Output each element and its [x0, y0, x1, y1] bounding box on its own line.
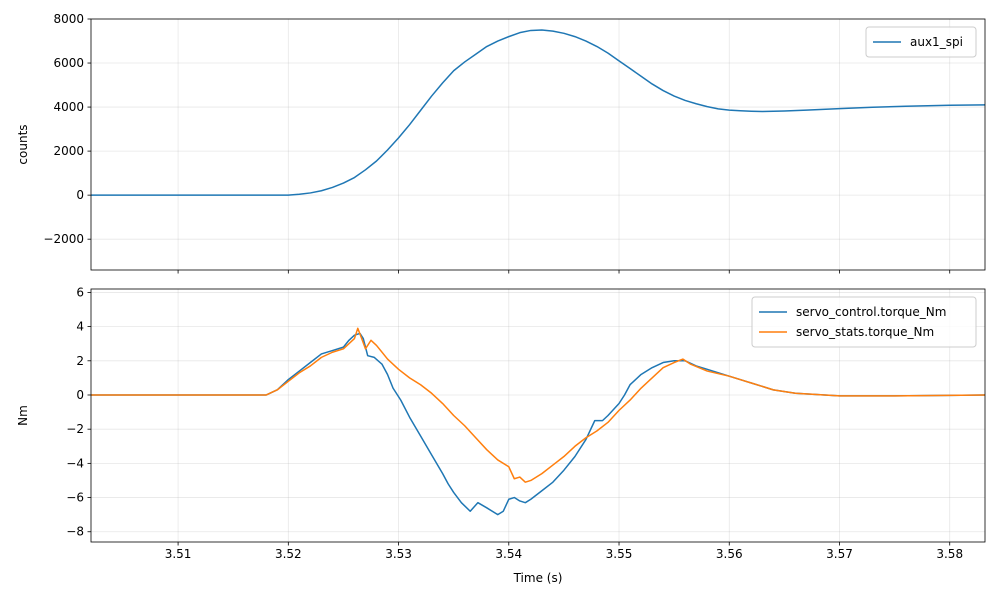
y-axis-label: Nm: [16, 405, 30, 426]
series-line-servo_control.torque_Nm: [91, 332, 985, 516]
y-tick-label: 4: [76, 320, 84, 334]
y-tick-label: 0: [76, 388, 84, 402]
legend-box: [751, 296, 977, 348]
y-axis-label: counts: [16, 124, 30, 164]
axes-frame: [90, 288, 986, 543]
y-tick-label: −6: [66, 491, 84, 505]
legend-entry: servo_stats.torque_Nm: [796, 325, 934, 339]
axes-frame: [90, 18, 986, 271]
x-tick-label: 3.51: [165, 547, 192, 561]
legend: servo_control.torque_Nm servo_stats.torqu…: [751, 296, 977, 348]
series-line-aux1_spi: [91, 29, 985, 196]
x-tick-label: 3.58: [936, 547, 963, 561]
series-line-servo_stats.torque_Nm: [91, 327, 985, 483]
legend-box: [865, 26, 977, 58]
panel-1: −2000 0 2000 4000 6000 8000 counts aux1_spi: [16, 12, 986, 274]
legend: aux1_spi: [865, 26, 977, 58]
x-tick-label: 3.54: [495, 547, 522, 561]
x-tick-label: 3.56: [716, 547, 743, 561]
y-tick-label: −8: [66, 525, 84, 539]
y-tick-label: −2000: [43, 232, 84, 246]
y-tick-label: −2: [66, 422, 84, 436]
x-tick-label: 3.57: [826, 547, 853, 561]
y-tick-label: −4: [66, 456, 84, 470]
x-tick-label: 3.53: [385, 547, 412, 561]
panel-2: 3.51 3.52 3.53 3.54 3.55 3.56 3.57 3.58 −8 −6 −4 −2…: [16, 285, 986, 585]
y-tick-label: 8000: [53, 12, 84, 26]
y-tick-label: 2: [76, 354, 84, 368]
legend-entry: aux1_spi: [910, 35, 963, 49]
legend-entry: servo_control.torque_Nm: [796, 305, 946, 319]
y-tick-label: 6000: [53, 56, 84, 70]
y-tick-label: 4000: [53, 100, 84, 114]
x-tick-label: 3.52: [275, 547, 302, 561]
x-axis-label: Time (s): [513, 571, 563, 585]
y-tick-label: 0: [76, 188, 84, 202]
y-tick-label: 6: [76, 285, 84, 299]
y-tick-label: 2000: [53, 144, 84, 158]
x-tick-label: 3.55: [606, 547, 633, 561]
